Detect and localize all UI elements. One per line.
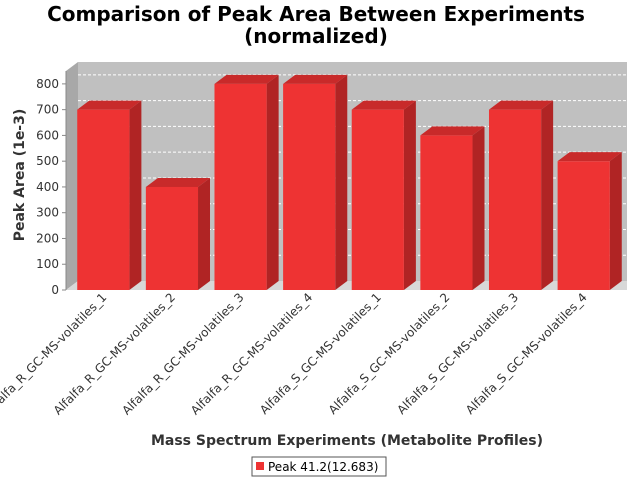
bar-front [557,161,610,290]
y-tick-label: 400 [36,180,59,194]
x-tick-label: Alfalfa_R_GC-MS-volatiles_1 [0,290,109,417]
y-tick-label: 300 [36,206,59,220]
y-axis-title: Peak Area (1e-3) [12,109,28,242]
chart-title-line-2: (normalized) [244,24,388,48]
bar-front [214,83,267,290]
y-tick-label: 500 [36,154,59,168]
bar-top [420,126,485,136]
bar-front [420,135,473,290]
y-tick-label: 100 [36,257,59,271]
bar-side [403,100,416,290]
bar-side [472,126,485,290]
bar-side [609,152,622,290]
bar [145,177,211,290]
y-tick-label: 0 [51,283,59,297]
x-tick-label: Alfalfa_S_GC-MS-volatiles_3 [394,290,521,417]
x-tick-label: Alfalfa_S_GC-MS-volatiles_4 [463,290,590,417]
bar-front [488,109,542,290]
y-axis: 0 100 200 300 400 500 600 700 800 [36,71,67,297]
bar-top [145,177,211,187]
bar [214,74,279,290]
bars [77,74,622,290]
bar [351,100,416,290]
legend-swatch [256,462,264,470]
x-tick-label: Alfalfa_S_GC-MS-volatiles_1 [257,290,384,417]
bar-front [351,109,404,290]
x-tick-label: Alfalfa_S_GC-MS-volatiles_2 [326,290,453,417]
bar-side [129,100,142,290]
bar-top [77,100,142,110]
bar-front [145,186,199,290]
bar [488,100,554,290]
bar-side [335,74,348,290]
y-tick-label: 700 [36,103,59,117]
bar [557,152,622,290]
x-tick-label: Alfalfa_R_GC-MS-volatiles_3 [119,290,246,417]
bar-side [541,100,554,290]
plot-side-wall [66,62,78,290]
y-tick-label: 600 [36,128,59,142]
bar [283,74,348,290]
bar-top [557,152,622,162]
bar-top [488,100,554,110]
chart-title-line-1: Comparison of Peak Area Between Experime… [47,2,585,26]
bar-side [266,74,279,290]
x-tick-label: Alfalfa_R_GC-MS-volatiles_4 [188,290,315,417]
bar-top [351,100,416,110]
legend: Peak 41.2(12.683) [251,456,387,477]
bar [77,100,142,290]
bar-side [198,177,211,290]
legend-label: Peak 41.2(12.683) [268,460,378,474]
bar-front [283,83,336,290]
bar [420,126,485,290]
bar-top [283,74,348,84]
x-axis-title: Mass Spectrum Experiments (Metabolite Pr… [151,433,543,449]
x-tick-labels: Alfalfa_R_GC-MS-volatiles_1Alfalfa_R_GC-… [0,290,590,417]
x-tick-label: Alfalfa_R_GC-MS-volatiles_2 [51,290,178,417]
bar-front [77,109,130,290]
legend-box [251,456,387,477]
bar-top [214,74,279,84]
y-tick-label: 200 [36,231,59,245]
y-tick-label: 800 [36,77,59,91]
